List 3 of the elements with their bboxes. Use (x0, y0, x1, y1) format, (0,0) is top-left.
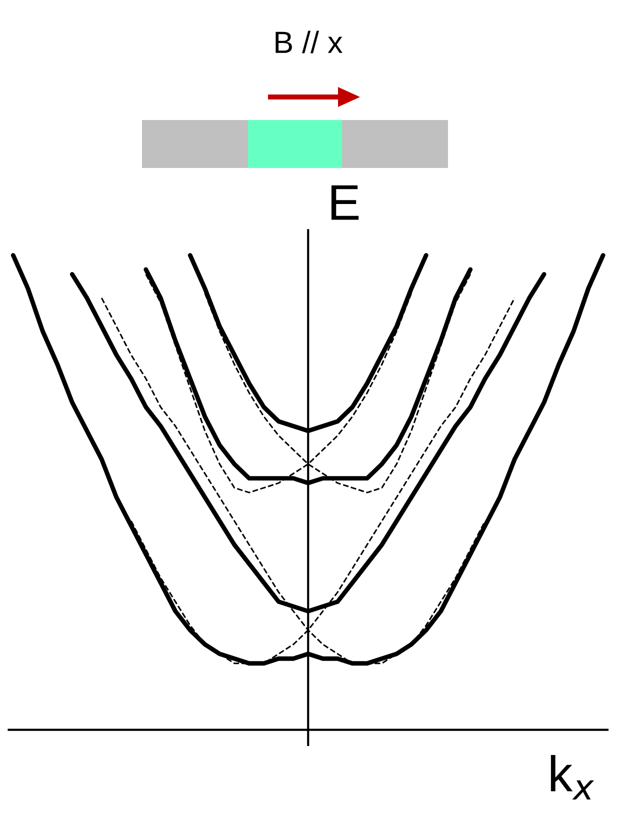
chart-title: B // x (276, 30, 342, 54)
x-axis-title: k$_{x}$ (550, 755, 594, 800)
y-axis-title: E (331, 185, 359, 220)
